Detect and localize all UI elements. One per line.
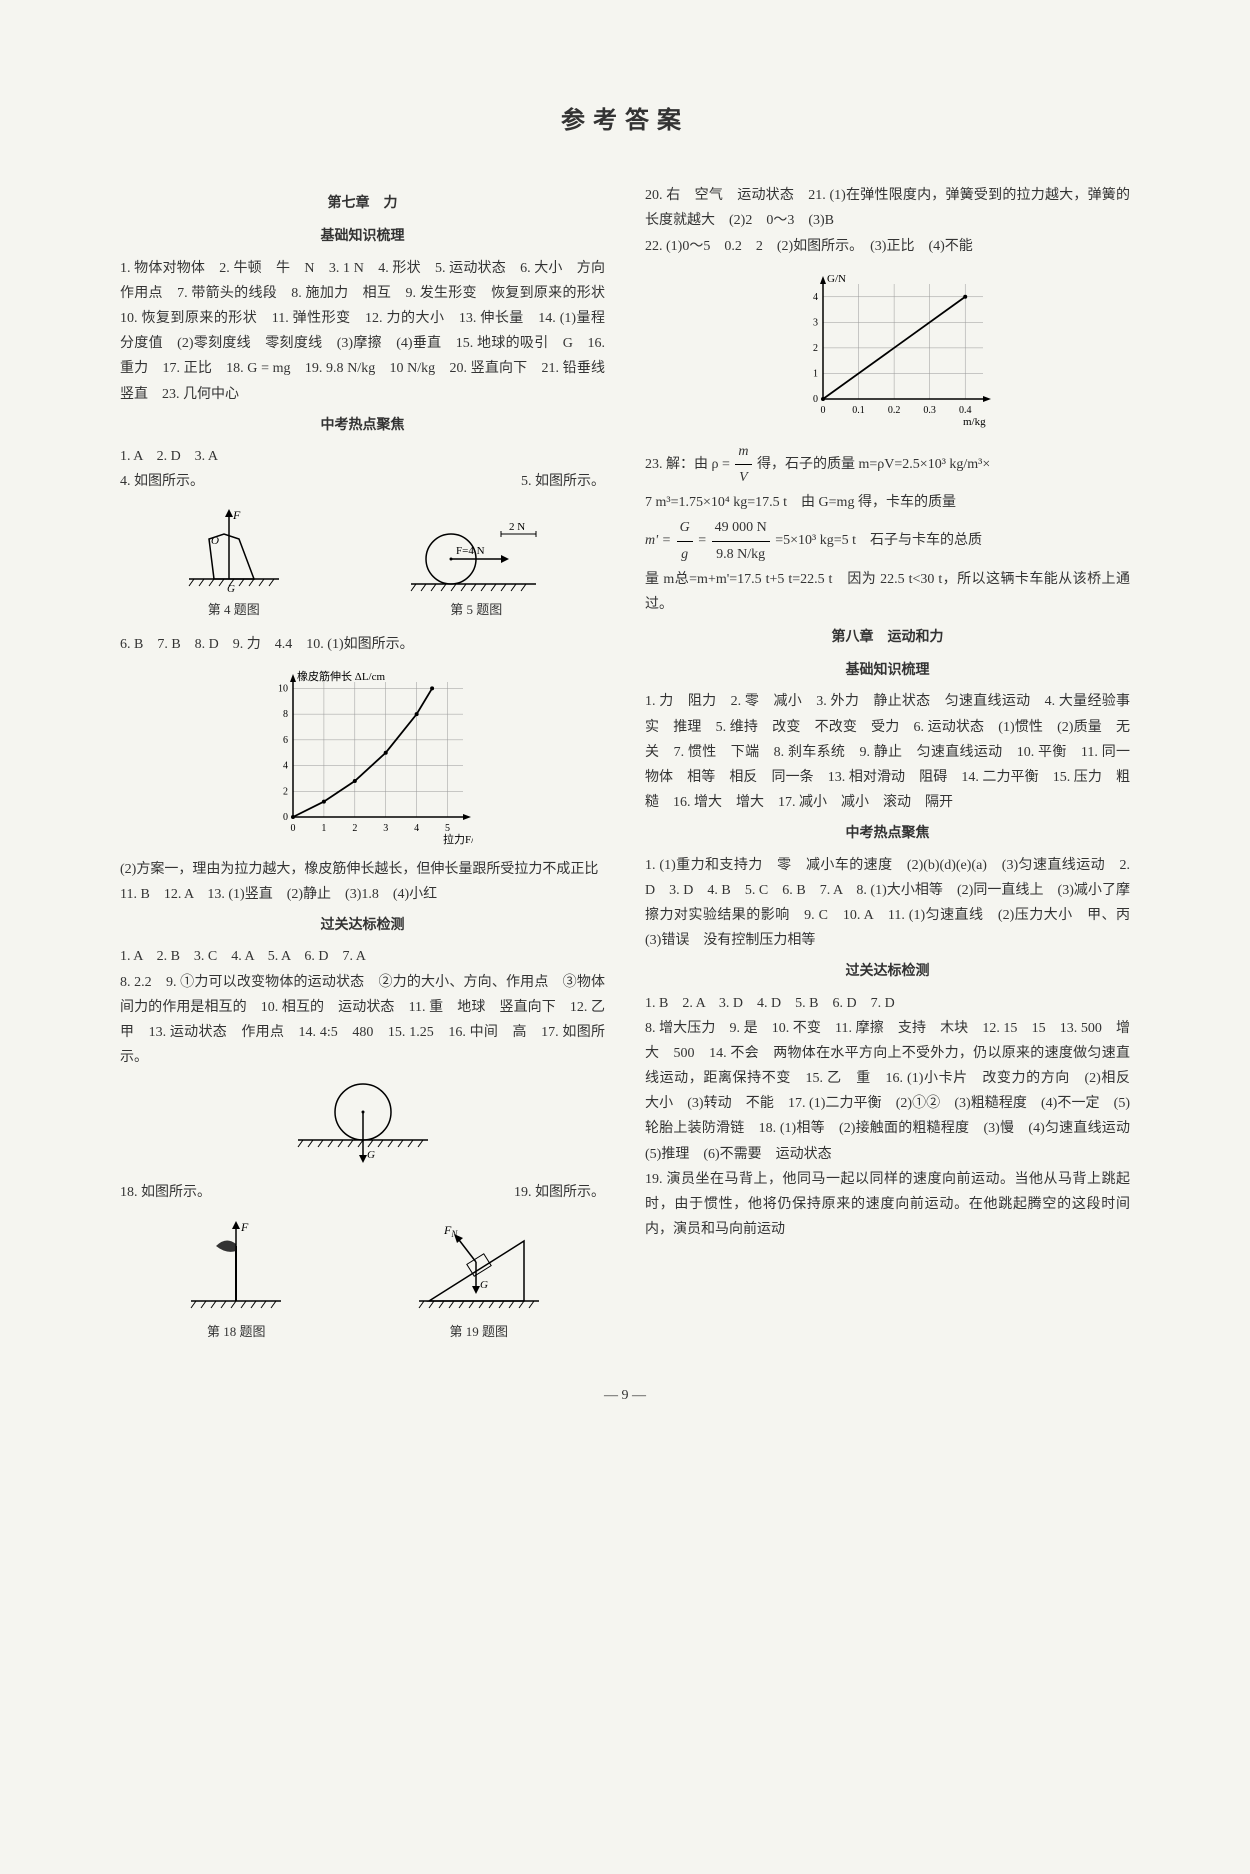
svg-text:G: G [367,1149,375,1161]
svg-text:4: 4 [283,760,288,771]
figure-18: F 第 18 题图 [181,1216,291,1343]
sec2-line4: (2)方案一，理由为拉力越大，橡皮筋伸长越长，但伸长量跟所受拉力不成正比 [120,857,605,882]
fig19-svg: FN G [414,1216,544,1316]
svg-text:10: 10 [278,683,288,694]
svg-text:5: 5 [445,823,450,834]
svg-text:4: 4 [414,823,419,834]
svg-text:F: F [240,1220,249,1234]
r-sec1-title: 基础知识梳理 [645,658,1130,683]
r-sec3-line19: 19. 演员坐在马背上，他同马一起以同样的速度向前运动。当他从马背上跳起时，由于… [645,1167,1130,1243]
fig5-svg: F=4 N 2 N [406,504,546,594]
fig5-label: F=4 N [456,545,485,557]
r-sec3-line1: 1. B 2. A 3. D 4. D 5. B 6. D 7. D [645,991,1130,1016]
svg-text:0.3: 0.3 [923,405,936,416]
svg-text:m/kg: m/kg [963,416,986,428]
fig17-svg: G [293,1080,433,1170]
svg-text:0: 0 [290,823,295,834]
fig5-caption: 第 5 题图 [406,598,546,621]
figure-17: G [293,1080,433,1170]
svg-text:拉力F/N: 拉力F/N [443,832,473,846]
sec2-title: 中考热点聚焦 [120,413,605,438]
r-line2: 22. (1)0～5 0.2 2 (2)如图所示。 (3)正比 (4)不能 [645,234,1130,259]
r-sec2-title: 中考热点聚焦 [645,821,1130,846]
r-sec3-content: 8. 增大压力 9. 是 10. 不变 11. 摩擦 支持 木块 12. 15 … [645,1016,1130,1167]
svg-text:G: G [480,1279,488,1291]
r-sec3-title: 过关达标检测 [645,959,1130,984]
sec3-title: 过关达标检测 [120,913,605,938]
r-line5: m' = G g = 49 000 N 9.8 N/kg =5×10³ kg=5… [645,515,1130,566]
r-line3: 23. 解：由 ρ = m V 得，石子的质量 m=ρV=2.5×10³ kg/… [645,439,1130,490]
sec1-title: 基础知识梳理 [120,224,605,249]
svg-text:FN: FN [443,1223,458,1239]
r-line1: 20. 右 空气 运动状态 21. (1)在弹性限度内，弹簧受到的拉力越大，弹簧… [645,183,1130,233]
chapter7-title: 第七章 力 [120,191,605,216]
chart1-stretch: 0 1 2 3 4 5 0 2 4 6 8 10 拉力F/N 橡皮筋伸长 ΔL/cm [253,667,473,847]
svg-text:3: 3 [383,823,388,834]
svg-text:G: G [227,583,235,594]
svg-text:0: 0 [283,812,288,823]
left-column: 第七章 力 基础知识梳理 1. 物体对物体 2. 牛顿 牛 N 3. 1 N 4… [120,183,605,1353]
svg-text:G/N: G/N [827,273,846,285]
figure-5: F=4 N 2 N 第 5 题图 [406,504,546,621]
two-column-layout: 第七章 力 基础知识梳理 1. 物体对物体 2. 牛顿 牛 N 3. 1 N 4… [120,183,1130,1353]
sec3-line3b: 19. 如图所示。 [514,1180,605,1205]
svg-text:6: 6 [283,735,288,746]
svg-text:0.2: 0.2 [887,405,900,416]
sec3-line2: 8. 2.2 9. ①力可以改变物体的运动状态 ②力的大小、方向、作用点 ③物体… [120,970,605,1071]
fig5-label2: 2 N [509,521,525,533]
page-title: 参考答案 [120,100,1130,143]
svg-text:2: 2 [283,786,288,797]
sec2-line5: 11. B 12. A 13. (1)竖直 (2)静止 (3)1.8 (4)小红 [120,882,605,907]
r-line6: 量 m总=m+m'=17.5 t+5 t=22.5 t 因为 22.5 t<30… [645,567,1130,617]
svg-text:0.4: 0.4 [958,405,971,416]
figure-19: FN G 第 19 题图 [414,1216,544,1343]
right-column: 20. 右 空气 运动状态 21. (1)在弹性限度内，弹簧受到的拉力越大，弹簧… [645,183,1130,1353]
svg-text:4: 4 [813,292,818,303]
fig19-caption: 第 19 题图 [414,1320,544,1343]
chapter8-title: 第八章 运动和力 [645,625,1130,650]
svg-text:2: 2 [352,823,357,834]
r-line4: 7 m³=1.75×10⁴ kg=17.5 t 由 G=mg 得，卡车的质量 [645,490,1130,515]
fig18-caption: 第 18 题图 [181,1320,291,1343]
svg-text:3: 3 [813,317,818,328]
svg-text:F: F [232,508,241,522]
sec3-line1: 1. A 2. B 3. C 4. A 5. A 6. D 7. A [120,944,605,969]
svg-text:1: 1 [813,368,818,379]
sec2-line3: 6. B 7. B 8. D 9. 力 4.4 10. (1)如图所示。 [120,632,605,657]
r-sec2-content: 1. (1)重力和支持力 零 减小车的速度 (2)(b)(d)(e)(a) (3… [645,853,1130,954]
chart2-Gvsm: 0 0.1 0.2 0.3 0.4 0 1 2 3 4 m/kg G/N [783,269,993,429]
page-number: — 9 — [120,1383,1130,1408]
svg-text:0: 0 [813,394,818,405]
svg-text:2: 2 [813,343,818,354]
svg-text:O: O [211,535,219,547]
fig4-svg: O F G [179,504,289,594]
sec2-line2b: 5. 如图所示。 [521,469,605,494]
sec1-content: 1. 物体对物体 2. 牛顿 牛 N 3. 1 N 4. 形状 5. 运动状态 … [120,256,605,407]
sec3-line3: 18. 如图所示。 [120,1180,211,1205]
svg-text:0: 0 [820,405,825,416]
svg-text:0.1: 0.1 [852,405,865,416]
fig4-caption: 第 4 题图 [179,598,289,621]
sec2-line2: 4. 如图所示。 [120,469,204,494]
r-sec1-content: 1. 力 阻力 2. 零 减小 3. 外力 静止状态 匀速直线运动 4. 大量经… [645,689,1130,815]
figure-4: O F G 第 4 题图 [179,504,289,621]
svg-text:橡皮筋伸长 ΔL/cm: 橡皮筋伸长 ΔL/cm [297,669,385,683]
sec2-line1: 1. A 2. D 3. A [120,444,605,469]
fig18-svg: F [181,1216,291,1316]
svg-text:8: 8 [283,709,288,720]
svg-text:1: 1 [321,823,326,834]
